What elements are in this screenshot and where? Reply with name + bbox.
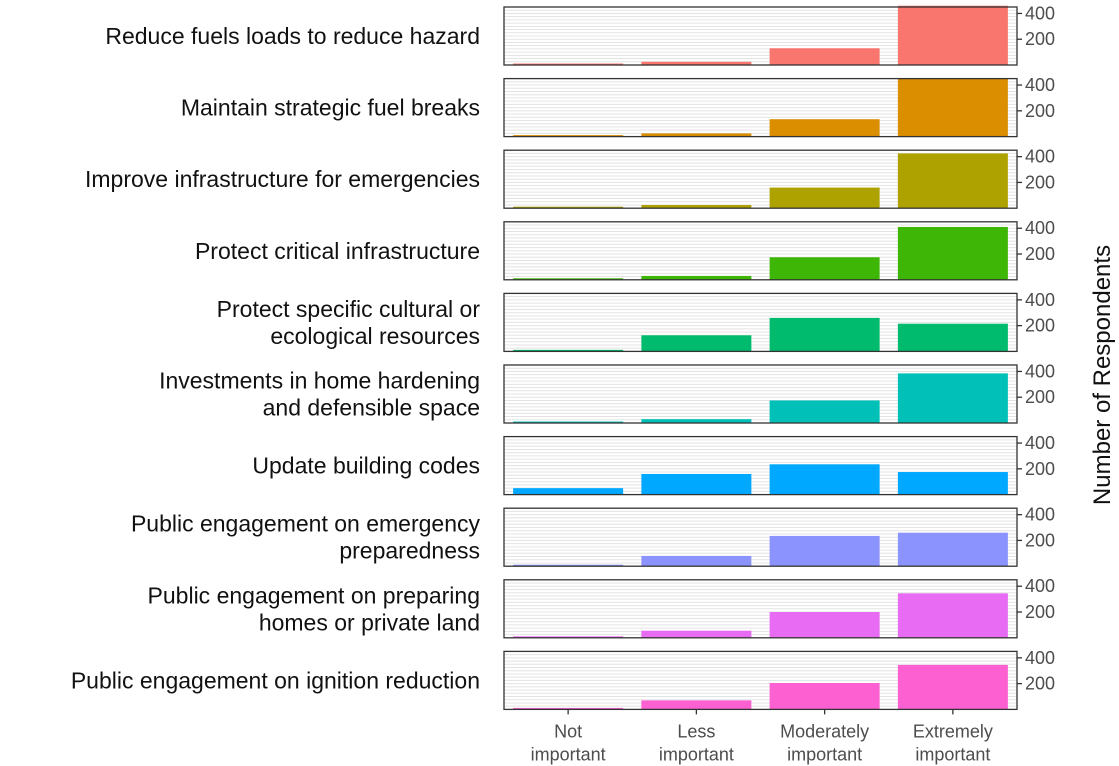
x-category-label: important [531, 744, 606, 764]
y-tick-label: 400 [1025, 218, 1055, 238]
row-label: Investments in home hardening [159, 368, 480, 394]
y-tick-label: 200 [1025, 530, 1055, 550]
bar [641, 473, 752, 495]
bar [769, 187, 880, 209]
x-category-label: Less [677, 721, 715, 741]
x-category-label: Moderately [780, 721, 869, 741]
y-tick-label: 200 [1025, 387, 1055, 407]
row-label: Protect critical infrastructure [195, 238, 480, 264]
bar [769, 682, 880, 710]
bar [897, 153, 1008, 209]
y-tick-label: 200 [1025, 101, 1055, 121]
bar [513, 206, 624, 209]
bar [897, 323, 1008, 352]
y-tick-label: 200 [1025, 316, 1055, 336]
panel-border [503, 364, 1018, 424]
bar [513, 349, 624, 352]
bar [513, 63, 624, 65]
y-tick-label: 400 [1025, 433, 1055, 453]
row-label: Protect specific cultural or [217, 296, 481, 322]
x-category-label: important [915, 744, 990, 764]
row-label: Reduce fuels loads to reduce hazard [105, 23, 480, 49]
panel-border [503, 149, 1018, 209]
panel-border [503, 579, 1018, 639]
bar [769, 48, 880, 65]
row-label: Public engagement on preparing [148, 582, 480, 608]
y-tick-label: 200 [1025, 172, 1055, 192]
bar [769, 257, 880, 280]
bar [513, 564, 624, 567]
panel-border [503, 77, 1018, 138]
panel-border [503, 292, 1018, 353]
y-tick-label: 200 [1025, 674, 1055, 694]
bar [897, 373, 1008, 423]
bar [769, 612, 880, 638]
bar [641, 419, 752, 423]
bar [513, 135, 624, 137]
bar [641, 275, 752, 280]
panel-border [503, 221, 1018, 281]
bar [897, 532, 1008, 567]
bar [513, 488, 624, 495]
y-tick-label: 200 [1025, 602, 1055, 622]
bar [641, 630, 752, 638]
bar [897, 472, 1008, 495]
bar [769, 400, 880, 423]
bar [897, 593, 1008, 638]
bar [769, 119, 880, 137]
y-tick-label: 400 [1025, 3, 1055, 23]
row-label: Public engagement on ignition reduction [71, 667, 480, 693]
bar [897, 5, 1008, 65]
row-label: Improve infrastructure for emergencies [85, 166, 480, 192]
bar [769, 464, 880, 495]
bar [641, 61, 752, 65]
bar [641, 204, 752, 209]
bar [897, 78, 1008, 137]
y-tick-label: 200 [1025, 244, 1055, 264]
row-label: homes or private land [259, 609, 480, 635]
row-label: Update building codes [252, 453, 480, 479]
bar [769, 317, 880, 352]
bar [513, 707, 624, 710]
x-category-label: Not [554, 721, 582, 741]
y-tick-label: 200 [1025, 459, 1055, 479]
y-tick-label: 400 [1025, 147, 1055, 167]
panel-border [503, 507, 1018, 567]
bar [897, 664, 1008, 710]
y-tick-label: 400 [1025, 75, 1055, 95]
bar [513, 421, 624, 423]
x-category-label: important [787, 744, 862, 764]
panel-border [503, 6, 1018, 66]
bar [513, 278, 624, 280]
bar [769, 535, 880, 567]
y-tick-label: 400 [1025, 361, 1055, 381]
bar [641, 700, 752, 710]
row-label: and defensible space [263, 395, 480, 421]
y-tick-label: 400 [1025, 576, 1055, 596]
y-tick-label: 400 [1025, 648, 1055, 668]
x-category-label: important [659, 744, 734, 764]
row-label: preparedness [339, 538, 480, 564]
y-tick-label: 400 [1025, 505, 1055, 525]
row-label: Maintain strategic fuel breaks [181, 95, 480, 121]
panel-border [503, 650, 1018, 711]
panel-border [503, 435, 1018, 496]
y-axis-title: Number of Respondents [1089, 245, 1116, 505]
row-label: ecological resources [270, 323, 480, 349]
bar [897, 226, 1008, 280]
row-label: Public engagement on emergency [131, 511, 481, 537]
bar [513, 636, 624, 638]
y-tick-label: 200 [1025, 29, 1055, 49]
bar [641, 335, 752, 352]
bar [641, 133, 752, 137]
bar [641, 555, 752, 567]
y-tick-label: 400 [1025, 290, 1055, 310]
x-category-label: Extremely [913, 721, 993, 741]
